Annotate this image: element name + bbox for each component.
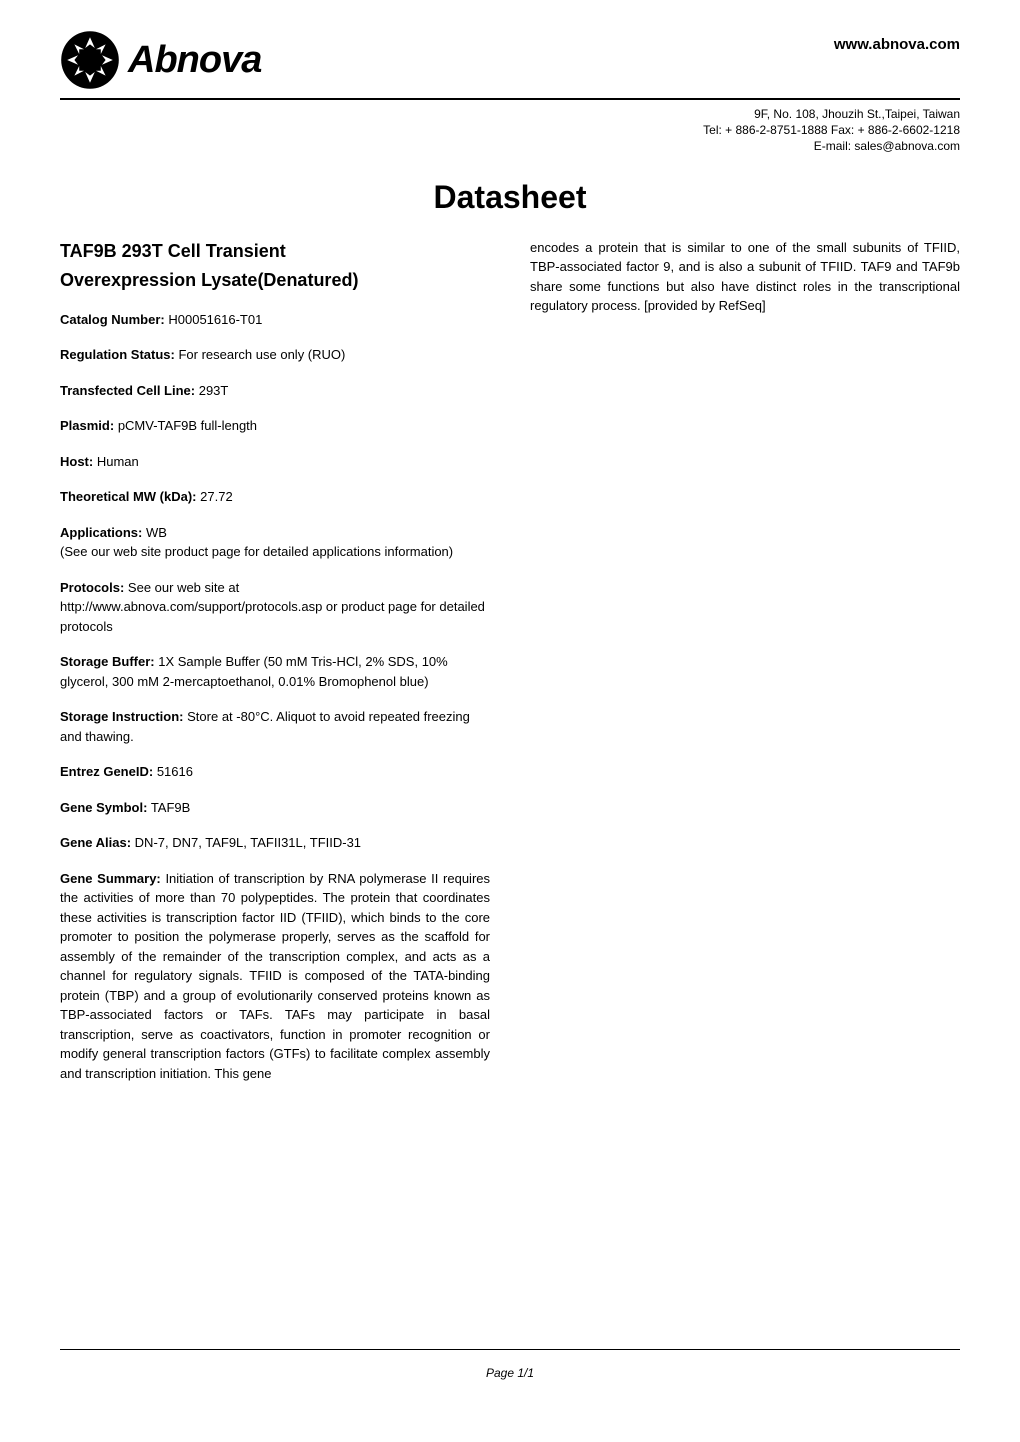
gene-symbol-label: Gene Symbol: [60, 800, 147, 815]
theoretical-mw-label: Theoretical MW (kDa): [60, 489, 197, 504]
datasheet-title: Datasheet [60, 179, 960, 216]
right-column: encodes a protein that is similar to one… [530, 238, 960, 1084]
plasmid-value: pCMV-TAF9B full-length [118, 418, 257, 433]
protocols-value: See our web site at http://www.abnova.co… [60, 580, 485, 634]
product-heading-line1: TAF9B 293T Cell Transient [60, 238, 490, 265]
footer-divider [60, 1349, 960, 1351]
catalog-number-label: Catalog Number: [60, 312, 165, 327]
website-url: www.abnova.com [834, 36, 960, 53]
field-gene-symbol: Gene Symbol: TAF9B [60, 798, 490, 818]
contact-block: 9F, No. 108, Jhouzih St.,Taipei, Taiwan … [60, 106, 960, 155]
field-storage-instruction: Storage Instruction: Store at -80°C. Ali… [60, 707, 490, 746]
plasmid-label: Plasmid: [60, 418, 114, 433]
field-transfected-cell-line: Transfected Cell Line: 293T [60, 381, 490, 401]
contact-tel-fax: Tel: + 886-2-8751-1888 Fax: + 886-2-6602… [60, 122, 960, 138]
host-value: Human [97, 454, 139, 469]
field-theoretical-mw: Theoretical MW (kDa): 27.72 [60, 487, 490, 507]
gene-symbol-value: TAF9B [151, 800, 191, 815]
logo: Abnova [60, 30, 261, 90]
field-plasmid: Plasmid: pCMV-TAF9B full-length [60, 416, 490, 436]
regulation-status-value: For research use only (RUO) [178, 347, 345, 362]
applications-value: WB [146, 525, 167, 540]
field-catalog-number: Catalog Number: H00051616-T01 [60, 310, 490, 330]
transfected-cell-line-value: 293T [199, 383, 229, 398]
storage-instruction-label: Storage Instruction: [60, 709, 184, 724]
gene-summary-right-text: encodes a protein that is similar to one… [530, 238, 960, 316]
field-host: Host: Human [60, 452, 490, 472]
transfected-cell-line-label: Transfected Cell Line: [60, 383, 195, 398]
gene-summary-left-text: Initiation of transcription by RNA polym… [60, 871, 490, 1081]
field-regulation-status: Regulation Status: For research use only… [60, 345, 490, 365]
gene-alias-value: DN-7, DN7, TAF9L, TAFII31L, TFIID-31 [135, 835, 361, 850]
storage-buffer-label: Storage Buffer: [60, 654, 155, 669]
entrez-geneid-value: 51616 [157, 764, 193, 779]
regulation-status-label: Regulation Status: [60, 347, 175, 362]
header: Abnova www.abnova.com [60, 30, 960, 90]
header-divider [60, 98, 960, 100]
page-number: Page 1/1 [0, 1366, 1020, 1380]
applications-note: (See our web site product page for detai… [60, 542, 490, 562]
entrez-geneid-label: Entrez GeneID: [60, 764, 153, 779]
field-gene-summary: Gene Summary: Initiation of transcriptio… [60, 869, 490, 1084]
field-gene-alias: Gene Alias: DN-7, DN7, TAF9L, TAFII31L, … [60, 833, 490, 853]
gene-alias-label: Gene Alias: [60, 835, 131, 850]
contact-email: E-mail: sales@abnova.com [60, 138, 960, 154]
contact-address: 9F, No. 108, Jhouzih St.,Taipei, Taiwan [60, 106, 960, 122]
page-container: Abnova www.abnova.com 9F, No. 108, Jhouz… [0, 0, 1020, 1400]
content-columns: TAF9B 293T Cell Transient Overexpression… [60, 238, 960, 1084]
host-label: Host: [60, 454, 93, 469]
logo-text: Abnova [128, 39, 261, 82]
field-entrez-geneid: Entrez GeneID: 51616 [60, 762, 490, 782]
abnova-logo-icon [60, 30, 120, 90]
field-protocols: Protocols: See our web site at http://ww… [60, 578, 490, 637]
field-storage-buffer: Storage Buffer: 1X Sample Buffer (50 mM … [60, 652, 490, 691]
applications-label: Applications: [60, 525, 142, 540]
field-applications: Applications: WB (See our web site produ… [60, 523, 490, 562]
product-heading-line2: Overexpression Lysate(Denatured) [60, 267, 490, 294]
protocols-label: Protocols: [60, 580, 124, 595]
left-column: TAF9B 293T Cell Transient Overexpression… [60, 238, 490, 1084]
catalog-number-value: H00051616-T01 [168, 312, 262, 327]
gene-summary-label: Gene Summary: [60, 871, 161, 886]
theoretical-mw-value: 27.72 [200, 489, 233, 504]
